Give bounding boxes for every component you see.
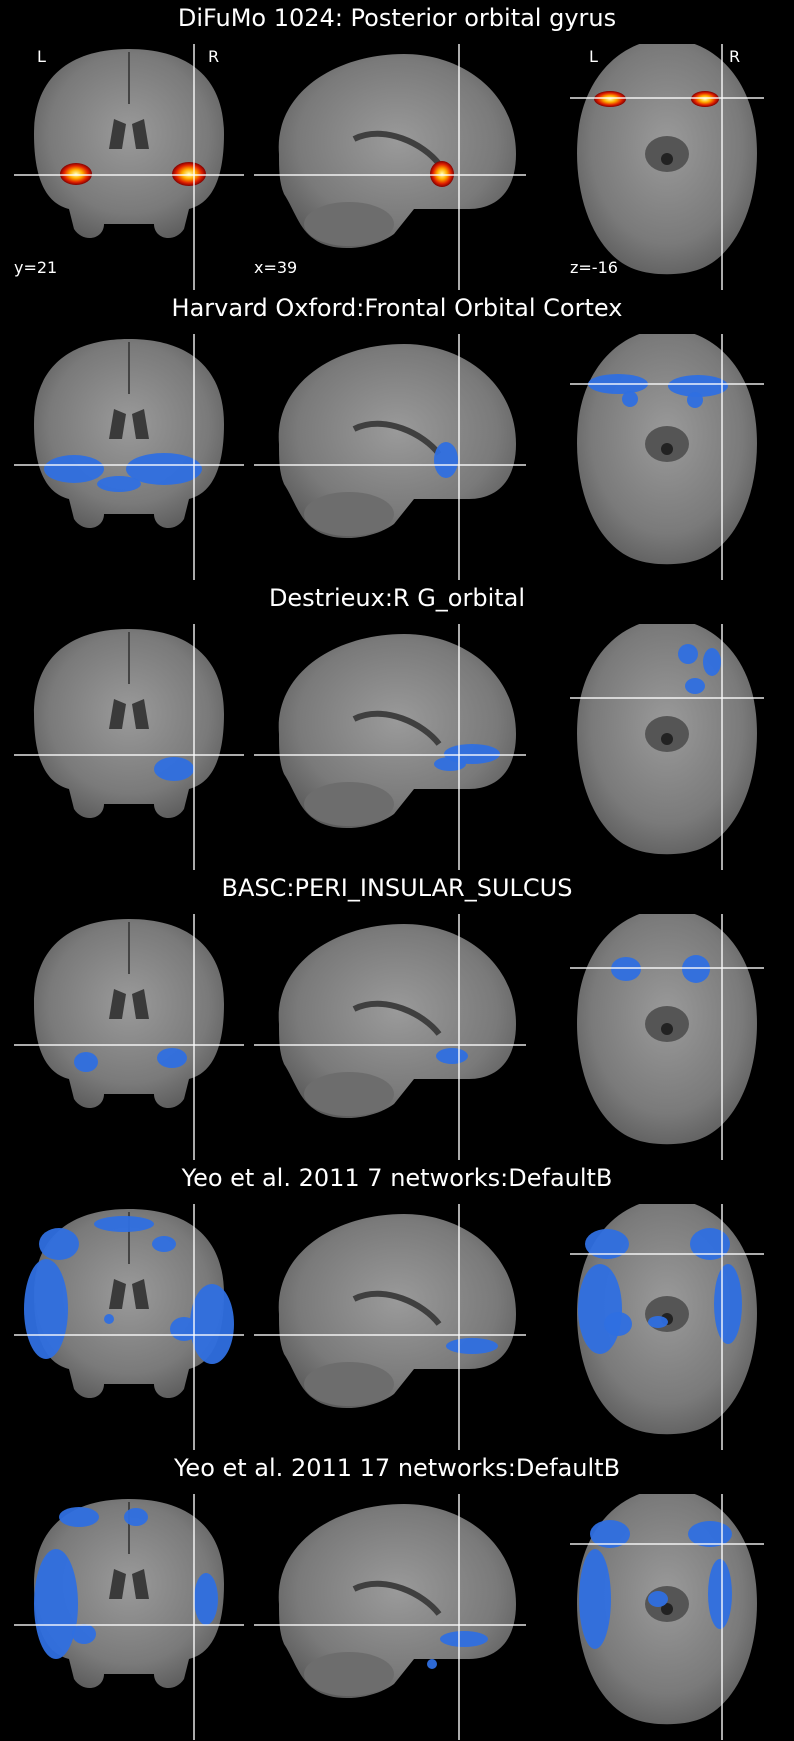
overlay-blob [97, 476, 141, 492]
overlay-blob [427, 1659, 437, 1669]
overlay-blob [44, 455, 104, 483]
row-title: BASC:PERI_INSULAR_SULCUS [0, 874, 794, 902]
orientation-right-axial: R [729, 47, 740, 66]
orientation-left-axial: L [589, 47, 598, 66]
overlay-blob [74, 1052, 98, 1072]
overlay-blob [611, 957, 641, 981]
axial-slice [570, 1494, 764, 1740]
overlay-blob [34, 1549, 78, 1659]
orientation-left-coronal: L [37, 47, 46, 66]
sagittal-slice [254, 1204, 526, 1450]
row-title: DiFuMo 1024: Posterior orbital gyrus [0, 4, 794, 32]
overlay-blob [94, 1216, 154, 1232]
row-title: Yeo et al. 2011 17 networks:DefaultB [0, 1454, 794, 1482]
overlay-blob [690, 1228, 730, 1260]
overlay-blob [104, 1314, 114, 1324]
overlay-blob [604, 1312, 632, 1336]
overlay-blob [685, 678, 705, 694]
overlay-blob [430, 161, 454, 187]
overlay-blob [194, 1573, 218, 1625]
overlay-blob [39, 1228, 79, 1260]
axial-slice [570, 44, 764, 290]
overlay-blob [172, 162, 206, 186]
axial-slice [570, 914, 764, 1160]
overlay-blob [708, 1559, 732, 1629]
row-title: Harvard Oxford:Frontal Orbital Cortex [0, 294, 794, 322]
atlas-row: Yeo et al. 2011 7 networks:DefaultB [0, 1160, 794, 1450]
overlay-blob [579, 1549, 611, 1649]
atlas-row: Yeo et al. 2011 17 networks:DefaultB [0, 1450, 794, 1740]
overlay-blob [648, 1316, 668, 1328]
coronal-slice [14, 914, 244, 1160]
coronal-slice [14, 624, 244, 870]
coronal-slice [14, 1494, 244, 1740]
overlay-blob [682, 955, 710, 983]
overlay-blob [72, 1624, 96, 1644]
overlay-blob [648, 1591, 668, 1607]
sagittal-slice [254, 914, 526, 1160]
atlas-row: BASC:PERI_INSULAR_SULCUS [0, 870, 794, 1160]
sagittal-slice [254, 1494, 526, 1740]
overlay-blob [678, 644, 698, 664]
coordinate-coronal: y=21 [14, 258, 57, 277]
orientation-right-coronal: R [208, 47, 219, 66]
overlay-blob [59, 1507, 99, 1527]
coronal-slice [14, 1204, 244, 1450]
coordinate-sagittal: x=39 [254, 258, 297, 277]
overlay-blob [24, 1259, 68, 1359]
sagittal-slice [254, 44, 526, 290]
overlay-blob [691, 91, 719, 107]
atlas-row: Destrieux:R G_orbital [0, 580, 794, 870]
overlay-blob [436, 1048, 468, 1064]
coronal-slice [14, 334, 244, 580]
row-title: Destrieux:R G_orbital [0, 584, 794, 612]
overlay-blob [446, 1338, 498, 1354]
overlay-blob [157, 1048, 187, 1068]
overlay-blob [594, 91, 626, 107]
atlas-row: Harvard Oxford:Frontal Orbital Cortex [0, 290, 794, 580]
overlay-blob [440, 1631, 488, 1647]
sagittal-slice [254, 334, 526, 580]
atlas-row: DiFuMo 1024: Posterior orbital gyrus L R L R… [0, 0, 794, 290]
overlay-blob [687, 392, 703, 408]
overlay-blob [434, 757, 466, 771]
overlay-blob [154, 757, 194, 781]
overlay-blob [152, 1236, 176, 1252]
row-title: Yeo et al. 2011 7 networks:DefaultB [0, 1164, 794, 1192]
overlay-blob [622, 391, 638, 407]
axial-slice [570, 1204, 764, 1450]
overlay-blob [714, 1264, 742, 1344]
sagittal-slice [254, 624, 526, 870]
coordinate-axial: z=-16 [570, 258, 618, 277]
overlay-blob [60, 163, 92, 185]
axial-slice [570, 334, 764, 580]
overlay-blob [124, 1508, 148, 1526]
coronal-slice [14, 44, 244, 290]
axial-slice [570, 624, 764, 870]
overlay-blob [578, 1264, 622, 1354]
overlay-blob [703, 648, 721, 676]
overlay-blob [688, 1521, 732, 1547]
overlay-blob [434, 442, 458, 478]
